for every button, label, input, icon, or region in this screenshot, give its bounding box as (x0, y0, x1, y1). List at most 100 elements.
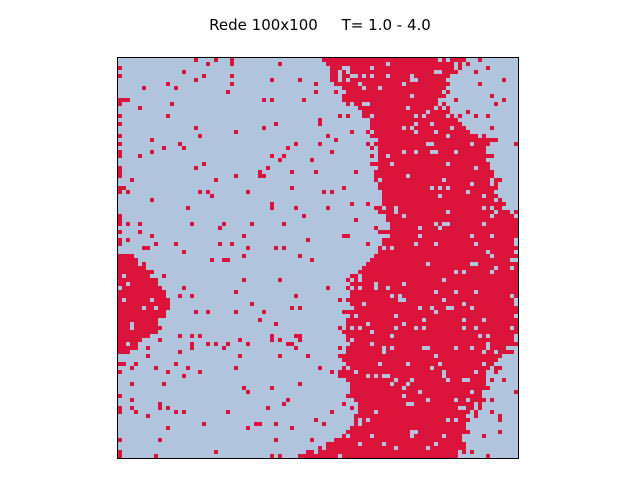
lattice-cell-up (378, 158, 382, 162)
lattice-cell-up (462, 190, 466, 194)
lattice-cell-up (130, 406, 134, 410)
lattice-cell-up (390, 286, 394, 290)
lattice-cell-up (490, 194, 494, 198)
lattice-cell-up (442, 318, 446, 322)
lattice-cell-up (330, 190, 334, 194)
lattice-cell-up (398, 318, 402, 322)
lattice-cell-up (126, 262, 130, 266)
lattice-cell-up (474, 310, 478, 314)
lattice-cell-up (274, 246, 278, 250)
lattice-cell-up (154, 282, 158, 286)
lattice-cell-up (410, 258, 414, 262)
lattice-cell-up (378, 126, 382, 130)
lattice-cell-up (430, 358, 434, 362)
lattice-cell-up (258, 318, 262, 322)
lattice-cell-up (482, 214, 486, 218)
lattice-cell-up (478, 166, 482, 170)
lattice-cell-up (334, 438, 338, 442)
lattice-cell-up (398, 434, 402, 438)
lattice-cell-up (486, 242, 490, 246)
lattice-cell-up (394, 422, 398, 426)
lattice-cell-up (454, 406, 458, 410)
lattice-cell-up (418, 114, 422, 118)
lattice-cell-up (382, 242, 386, 246)
lattice-cell-up (398, 166, 402, 170)
lattice-cell-up (374, 294, 378, 298)
lattice-cell-up (422, 246, 426, 250)
lattice-cell-up (390, 442, 394, 446)
lattice-cell-up (446, 238, 450, 242)
lattice-cell-up (418, 142, 422, 146)
lattice-cell-up (438, 86, 442, 90)
lattice-cell-up (498, 210, 502, 214)
lattice-cell-up (326, 58, 330, 62)
lattice-cell-up (366, 390, 370, 394)
lattice-cell-up (482, 210, 486, 214)
lattice-cell-up (502, 302, 506, 306)
lattice-cell-up (446, 230, 450, 234)
lattice-cell-up (398, 182, 402, 186)
lattice-cell-up (438, 394, 442, 398)
lattice-cell-up (422, 286, 426, 290)
lattice-cell-up (442, 134, 446, 138)
lattice-cell-up (474, 170, 478, 174)
lattice-cell-up (390, 154, 394, 158)
lattice-cell-up (466, 258, 470, 262)
lattice-cell-up (370, 410, 374, 414)
lattice-cell-up (406, 438, 410, 442)
lattice-cell-up (422, 118, 426, 122)
lattice-cell-up (382, 334, 386, 338)
lattice-cell-up (482, 226, 486, 230)
lattice-cell-up (302, 98, 306, 102)
lattice-cell-up (354, 434, 358, 438)
lattice-cell-up (130, 254, 134, 258)
lattice-cell-up (342, 370, 346, 374)
lattice-cell-up (490, 314, 494, 318)
lattice-cell-up (394, 158, 398, 162)
lattice-cell-up (386, 258, 390, 262)
lattice-cell-up (354, 418, 358, 422)
lattice-cell-up (398, 78, 402, 82)
lattice-cell-up (430, 266, 434, 270)
lattice-cell-up (314, 90, 318, 94)
lattice-cell-up (458, 230, 462, 234)
lattice-cell-up (386, 434, 390, 438)
lattice-cell-up (378, 230, 382, 234)
lattice-cell-up (370, 102, 374, 106)
lattice-cell-up (398, 354, 402, 358)
lattice-cell-up (426, 362, 430, 366)
lattice-cell-up (474, 274, 478, 278)
lattice-cell-up (386, 354, 390, 358)
lattice-cell-up (418, 302, 422, 306)
lattice-cell-up (378, 406, 382, 410)
lattice-cell-up (478, 214, 482, 218)
lattice-cell-up (418, 318, 422, 322)
lattice-cell-up (394, 90, 398, 94)
lattice-cell-up (454, 334, 458, 338)
lattice-cell-up (398, 278, 402, 282)
lattice-cell-up (470, 310, 474, 314)
lattice-cell-up (378, 306, 382, 310)
lattice-cell-up (302, 454, 306, 458)
lattice-cell-up (442, 130, 446, 134)
lattice-cell-up (490, 202, 494, 206)
lattice-cell-up (506, 306, 510, 310)
lattice-cell-up (434, 194, 438, 198)
lattice-cell-up (338, 114, 342, 118)
lattice-cell-up (462, 206, 466, 210)
lattice-cell-up (430, 78, 434, 82)
lattice-cell-up (126, 306, 130, 310)
lattice-cell-up (418, 366, 422, 370)
lattice-cell-up (394, 58, 398, 62)
lattice-cell-up (370, 78, 374, 82)
lattice-cell-up (398, 310, 402, 314)
lattice-cell-up (382, 434, 386, 438)
lattice-cell-up (378, 378, 382, 382)
lattice-cell-up (150, 302, 154, 306)
lattice-cell-up (430, 398, 434, 402)
lattice-cell-up (378, 258, 382, 262)
lattice-cell-up (354, 278, 358, 282)
lattice-cell-up (442, 302, 446, 306)
lattice-cell-up (406, 134, 410, 138)
lattice-cell-up (426, 146, 430, 150)
